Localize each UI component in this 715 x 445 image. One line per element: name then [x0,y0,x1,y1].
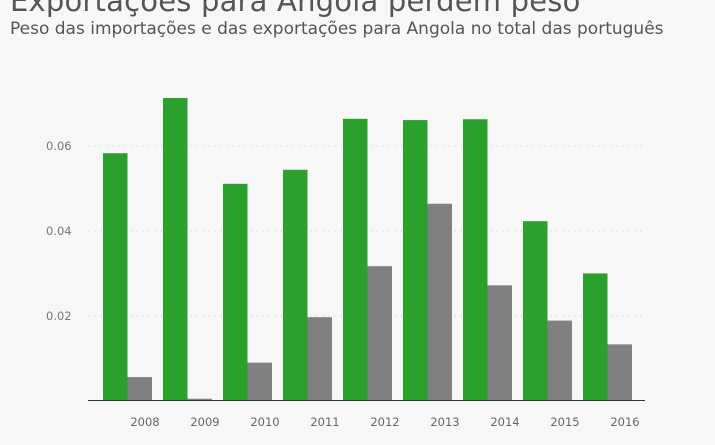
bar [463,119,488,401]
bar [127,377,152,400]
bar [223,183,248,400]
bar [487,285,512,400]
bar [283,169,308,400]
bar [523,221,548,400]
x-tick-label: 2009 [190,415,219,429]
bar [583,273,608,400]
chart-subtitle: Peso das importações e das exportações p… [10,19,664,39]
bar [547,320,572,400]
x-tick-label: 2015 [550,415,579,429]
bar [187,398,212,400]
bar [163,98,188,400]
x-tick-label: 2010 [250,415,279,429]
bar [427,203,452,400]
chart-title: Exportações para Angola perdem peso [10,0,581,18]
x-tick-label: 2013 [430,415,459,429]
bar [403,120,428,400]
x-tick-label: 2011 [310,415,339,429]
x-tick-label: 2016 [610,415,639,429]
bar [607,344,632,400]
x-tick-label: 2008 [130,415,159,429]
x-tick-label: 2012 [370,415,399,429]
bar [307,317,332,400]
y-tick-label: 0.04 [46,224,72,238]
bar [343,118,368,401]
bar [367,266,392,400]
y-tick-label: 0.02 [46,309,72,323]
y-tick-label: 0.06 [46,139,72,153]
bar [103,153,128,400]
bar [247,362,272,400]
x-tick-label: 2014 [490,415,519,429]
